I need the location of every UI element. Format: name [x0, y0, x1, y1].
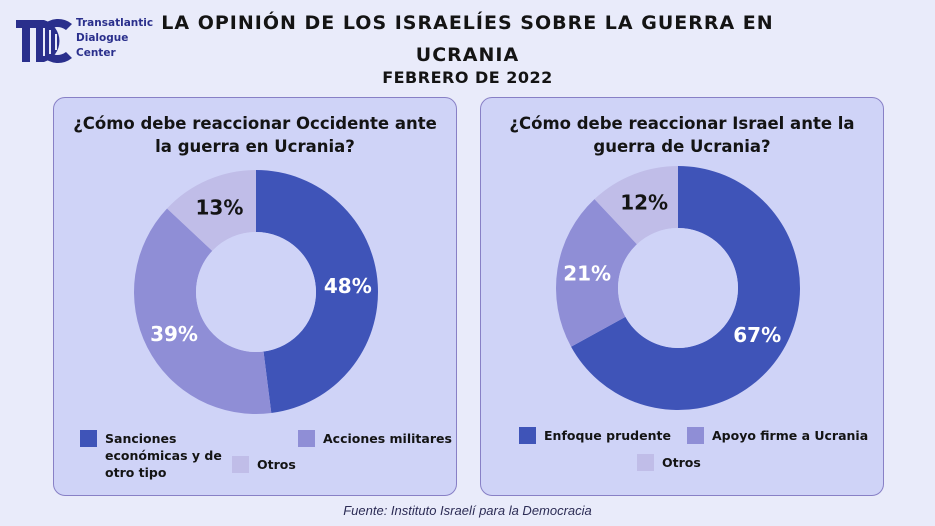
legend-item: Enfoque prudente — [519, 427, 671, 444]
tdc-logo-icon — [16, 19, 72, 63]
logo-line-3: Center — [76, 47, 116, 59]
donut-slice — [571, 166, 800, 410]
slice-value-label: 67% — [733, 323, 781, 347]
slice-value-label: 13% — [196, 196, 244, 220]
legend-swatch — [519, 427, 536, 444]
legend-swatch — [637, 454, 654, 471]
slice-value-label: 12% — [620, 190, 668, 214]
legend-item: Acciones militares — [298, 430, 452, 447]
donut-slice — [256, 170, 378, 414]
slice-value-label: 48% — [324, 274, 372, 298]
donut-slice — [556, 199, 637, 347]
slice-value-label: 21% — [563, 262, 611, 286]
donut-hole — [618, 228, 738, 348]
legend-label: Otros — [662, 455, 701, 470]
legend-item: Otros — [637, 454, 701, 471]
donut-slice — [167, 170, 256, 251]
donut-chart-israel: 67% 21% 12% — [556, 166, 800, 410]
legend-swatch — [298, 430, 315, 447]
page-subtitle: FEBRERO DE 2022 — [382, 68, 553, 87]
logo-line-1: Transatlantic — [76, 17, 154, 29]
page-title: LA OPINIÓN DE LOS ISRAELÍES SOBRE LA GUE… — [161, 12, 774, 66]
legend-label: Sanciones económicas y de otro tipo — [105, 431, 222, 480]
logo-line-2: Dialogue — [76, 32, 129, 44]
chart-card-israel: ¿Cómo debe reaccionar Israel ante la gue… — [480, 97, 884, 496]
legend-item: Otros — [232, 456, 296, 473]
donut-slice — [594, 166, 678, 245]
legend-item: Apoyo firme a Ucrania — [687, 427, 868, 444]
legend-label: Apoyo firme a Ucrania — [712, 428, 869, 443]
legend-label: Enfoque prudente — [544, 428, 671, 443]
donut-chart-west: 48% 39% 13% — [134, 170, 378, 414]
chart-title: ¿Cómo debe reaccionar Occidente ante la … — [73, 114, 437, 156]
donut-slice — [134, 208, 272, 414]
legend-item: Sanciones económicas y de otro tipo — [80, 430, 255, 481]
slice-value-label: 39% — [150, 322, 198, 346]
chart-card-west: ¿Cómo debe reaccionar Occidente ante la … — [53, 97, 457, 496]
source-note: Fuente: Instituto Israelí para la Democr… — [343, 503, 592, 518]
legend-label: Acciones militares — [323, 431, 452, 446]
legend-swatch — [687, 427, 704, 444]
donut-hole — [196, 232, 316, 352]
logo-text: Transatlantic Dialogue Center — [76, 16, 153, 61]
legend-swatch — [232, 456, 249, 473]
legend-swatch — [80, 430, 97, 447]
legend-label: Otros — [257, 457, 296, 472]
logo: Transatlantic Dialogue Center — [14, 14, 154, 66]
chart-title: ¿Cómo debe reaccionar Israel ante la gue… — [509, 114, 855, 156]
